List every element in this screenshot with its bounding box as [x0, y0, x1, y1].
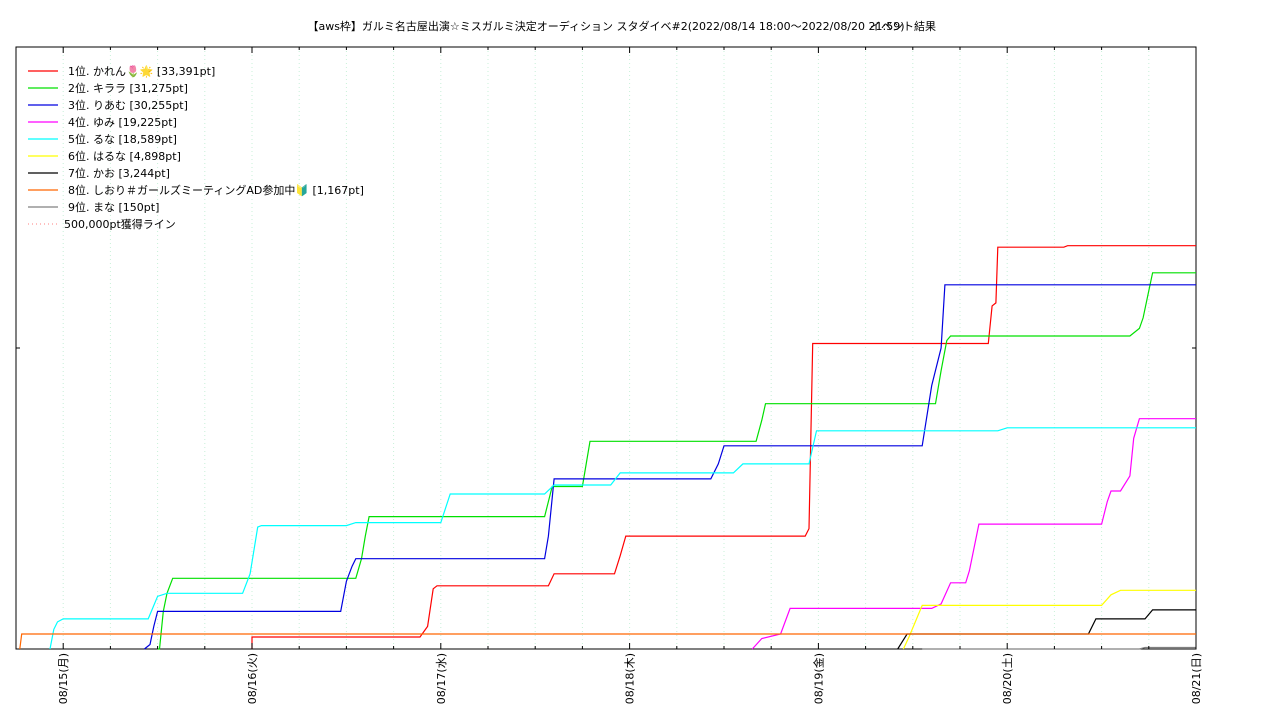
x-tick-label: 08/16(火): [246, 653, 259, 704]
legend-label-7: 7位. かお [3,244pt]: [68, 166, 170, 180]
x-tick-label: 08/15(月): [57, 653, 70, 704]
x-tick-label: 08/19(金): [811, 653, 825, 704]
x-tick-label: 08/20(土): [1001, 653, 1014, 704]
plot-frame: [15, 46, 1197, 650]
legend: 1位. かれん🌷🌟 [33,391pt] 2位. キララ [31,275pt] 3位…: [28, 64, 364, 231]
legend-label-1: 1位. かれん🌷🌟 [33,391pt]: [68, 64, 215, 78]
series-line-2: [157, 272, 1196, 650]
series-line-6: [902, 589, 1196, 650]
series-line-9: [922, 646, 1196, 650]
series-layer: [19, 245, 1196, 650]
legend-label-9: 9位. まな [150pt]: [68, 200, 159, 214]
legend-label-3: 3位. りあむ [30,255pt]: [68, 98, 188, 112]
x-tick-label: 08/17(水): [435, 653, 448, 704]
x-ticks: 08/15(月) 08/16(火) 08/17(水) 08/18(木) 08/19(金)…: [57, 47, 1203, 704]
x-tick-label: 08/21(日): [1190, 653, 1203, 704]
legend-label-10: 500,000pt獲得ライン: [64, 218, 176, 231]
legend-label-5: 5位. るな [18,589pt]: [68, 132, 177, 146]
series-line-4: [751, 418, 1196, 650]
x-tick-label: 08/18(木): [624, 653, 637, 704]
chart-title: 【aws枠】ガルミ名古屋出演☆ミスガルミ決定オーディション スタダイベ#2(20…: [307, 19, 904, 33]
legend-label-8: 8位. しおり＃ガールズミーティングAD参加中🔰 [1,167pt]: [68, 183, 364, 197]
series-line-3: [144, 284, 1196, 650]
legend-label-2: 2位. キララ [31,275pt]: [68, 81, 188, 95]
legend-label-6: 6位. はるな [4,898pt]: [68, 149, 181, 163]
chart-subtitle: イベント結果: [870, 19, 936, 33]
series-line-1: [251, 245, 1196, 649]
legend-label-4: 4位. ゆみ [19,225pt]: [68, 115, 177, 129]
series-line-5: [49, 427, 1196, 650]
grid: [15, 47, 1197, 649]
series-line-8: [19, 633, 1196, 650]
series-line-7: [897, 609, 1196, 650]
